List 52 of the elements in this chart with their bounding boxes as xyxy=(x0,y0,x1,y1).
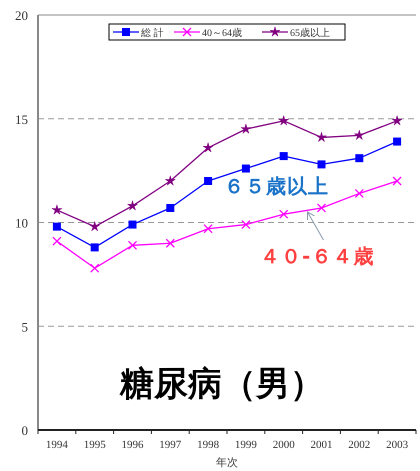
x-tick-label: 1994 xyxy=(46,439,68,451)
point xyxy=(127,200,138,210)
point xyxy=(204,177,212,185)
y-tick-label: 5 xyxy=(22,319,28,334)
point xyxy=(165,176,176,186)
point xyxy=(240,124,252,134)
x-tick-label: 1999 xyxy=(234,439,258,451)
point xyxy=(128,240,138,250)
point xyxy=(90,264,100,273)
point xyxy=(316,132,327,142)
point xyxy=(90,221,100,232)
point xyxy=(166,204,174,212)
point xyxy=(355,154,364,162)
x-tick-label: 1997 xyxy=(159,439,182,451)
x-tick-label: 1996 xyxy=(122,439,144,451)
y-tick-label: 20 xyxy=(15,8,28,23)
point xyxy=(52,204,62,215)
x-tick-label: 1995 xyxy=(84,439,106,451)
point xyxy=(354,130,364,140)
annotation: ６５歳以上 xyxy=(224,174,329,198)
point xyxy=(392,115,402,126)
x-tick-label: 2003 xyxy=(386,439,409,451)
point xyxy=(241,220,251,230)
x-tick-label: 2000 xyxy=(272,439,296,451)
point xyxy=(354,188,364,198)
point xyxy=(242,164,250,173)
point xyxy=(203,224,213,234)
point xyxy=(166,238,175,248)
point xyxy=(279,210,288,219)
x-tick-label: 1998 xyxy=(197,439,220,451)
point xyxy=(52,236,62,246)
x-axis-title: 年次 xyxy=(216,456,238,469)
point xyxy=(393,138,402,146)
point xyxy=(316,203,326,213)
legend-label: 40～64歳 xyxy=(202,27,242,39)
point xyxy=(318,160,326,168)
point xyxy=(278,115,289,126)
y-tick-label: 10 xyxy=(15,216,28,230)
point xyxy=(90,243,99,252)
point xyxy=(52,222,61,231)
point xyxy=(128,220,136,229)
point xyxy=(202,142,214,152)
point xyxy=(392,176,402,186)
legend-label: 65歳以上 xyxy=(290,27,330,39)
x-tick-label: 2001 xyxy=(310,439,332,451)
legend-label: 総 計 xyxy=(140,27,164,39)
x-tick-label: 2002 xyxy=(348,439,370,451)
y-tick-label: 0 xyxy=(22,423,28,438)
y-tick-label: 15 xyxy=(15,112,28,127)
text: 糖尿病（男） xyxy=(119,364,324,404)
point xyxy=(280,152,288,160)
annotation: ４０-６４歳 xyxy=(260,244,374,268)
